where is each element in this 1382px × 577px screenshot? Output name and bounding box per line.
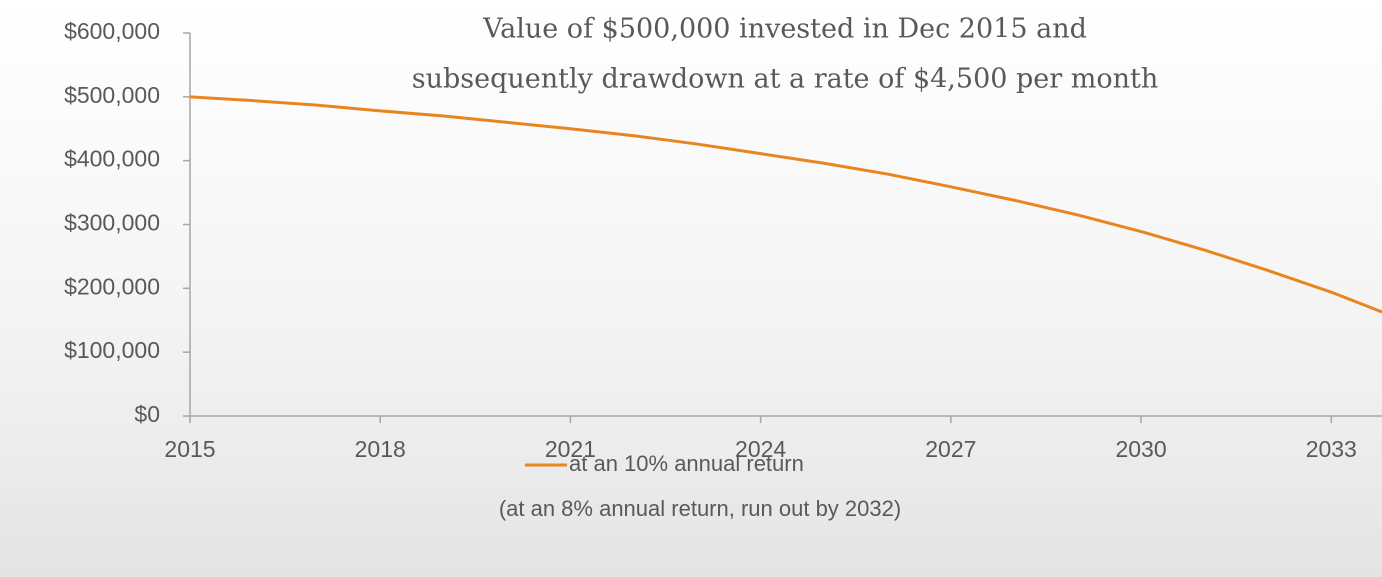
- y-tick-label: $100,000: [64, 337, 160, 363]
- x-tick-label: 2021: [545, 436, 596, 462]
- y-tick-label: $200,000: [64, 273, 160, 299]
- x-tick-label: 2018: [355, 436, 406, 462]
- data-line: [189, 95, 1382, 314]
- chart-title: Value of $500,000 invested in Dec 2015 a…: [482, 14, 1087, 45]
- chart-title: subsequently drawdown at a rate of $4,50…: [412, 64, 1159, 95]
- annotation: (at an 8% annual return, run out by 2032…: [499, 496, 901, 521]
- x-tick-label: 2024: [735, 436, 786, 462]
- y-tick-label: $300,000: [64, 210, 160, 236]
- y-tick-label: $600,000: [64, 18, 160, 44]
- y-tick-label: $400,000: [64, 146, 160, 172]
- legend-label: at an 10% annual return: [569, 451, 804, 476]
- y-tick-label: $500,000: [64, 82, 160, 108]
- x-tick-label: 2027: [925, 436, 976, 462]
- x-tick-label: 2030: [1115, 436, 1166, 462]
- x-tick-label: 2015: [164, 436, 215, 462]
- y-tick-label: $0: [134, 401, 160, 427]
- x-tick-label: 2033: [1306, 436, 1357, 462]
